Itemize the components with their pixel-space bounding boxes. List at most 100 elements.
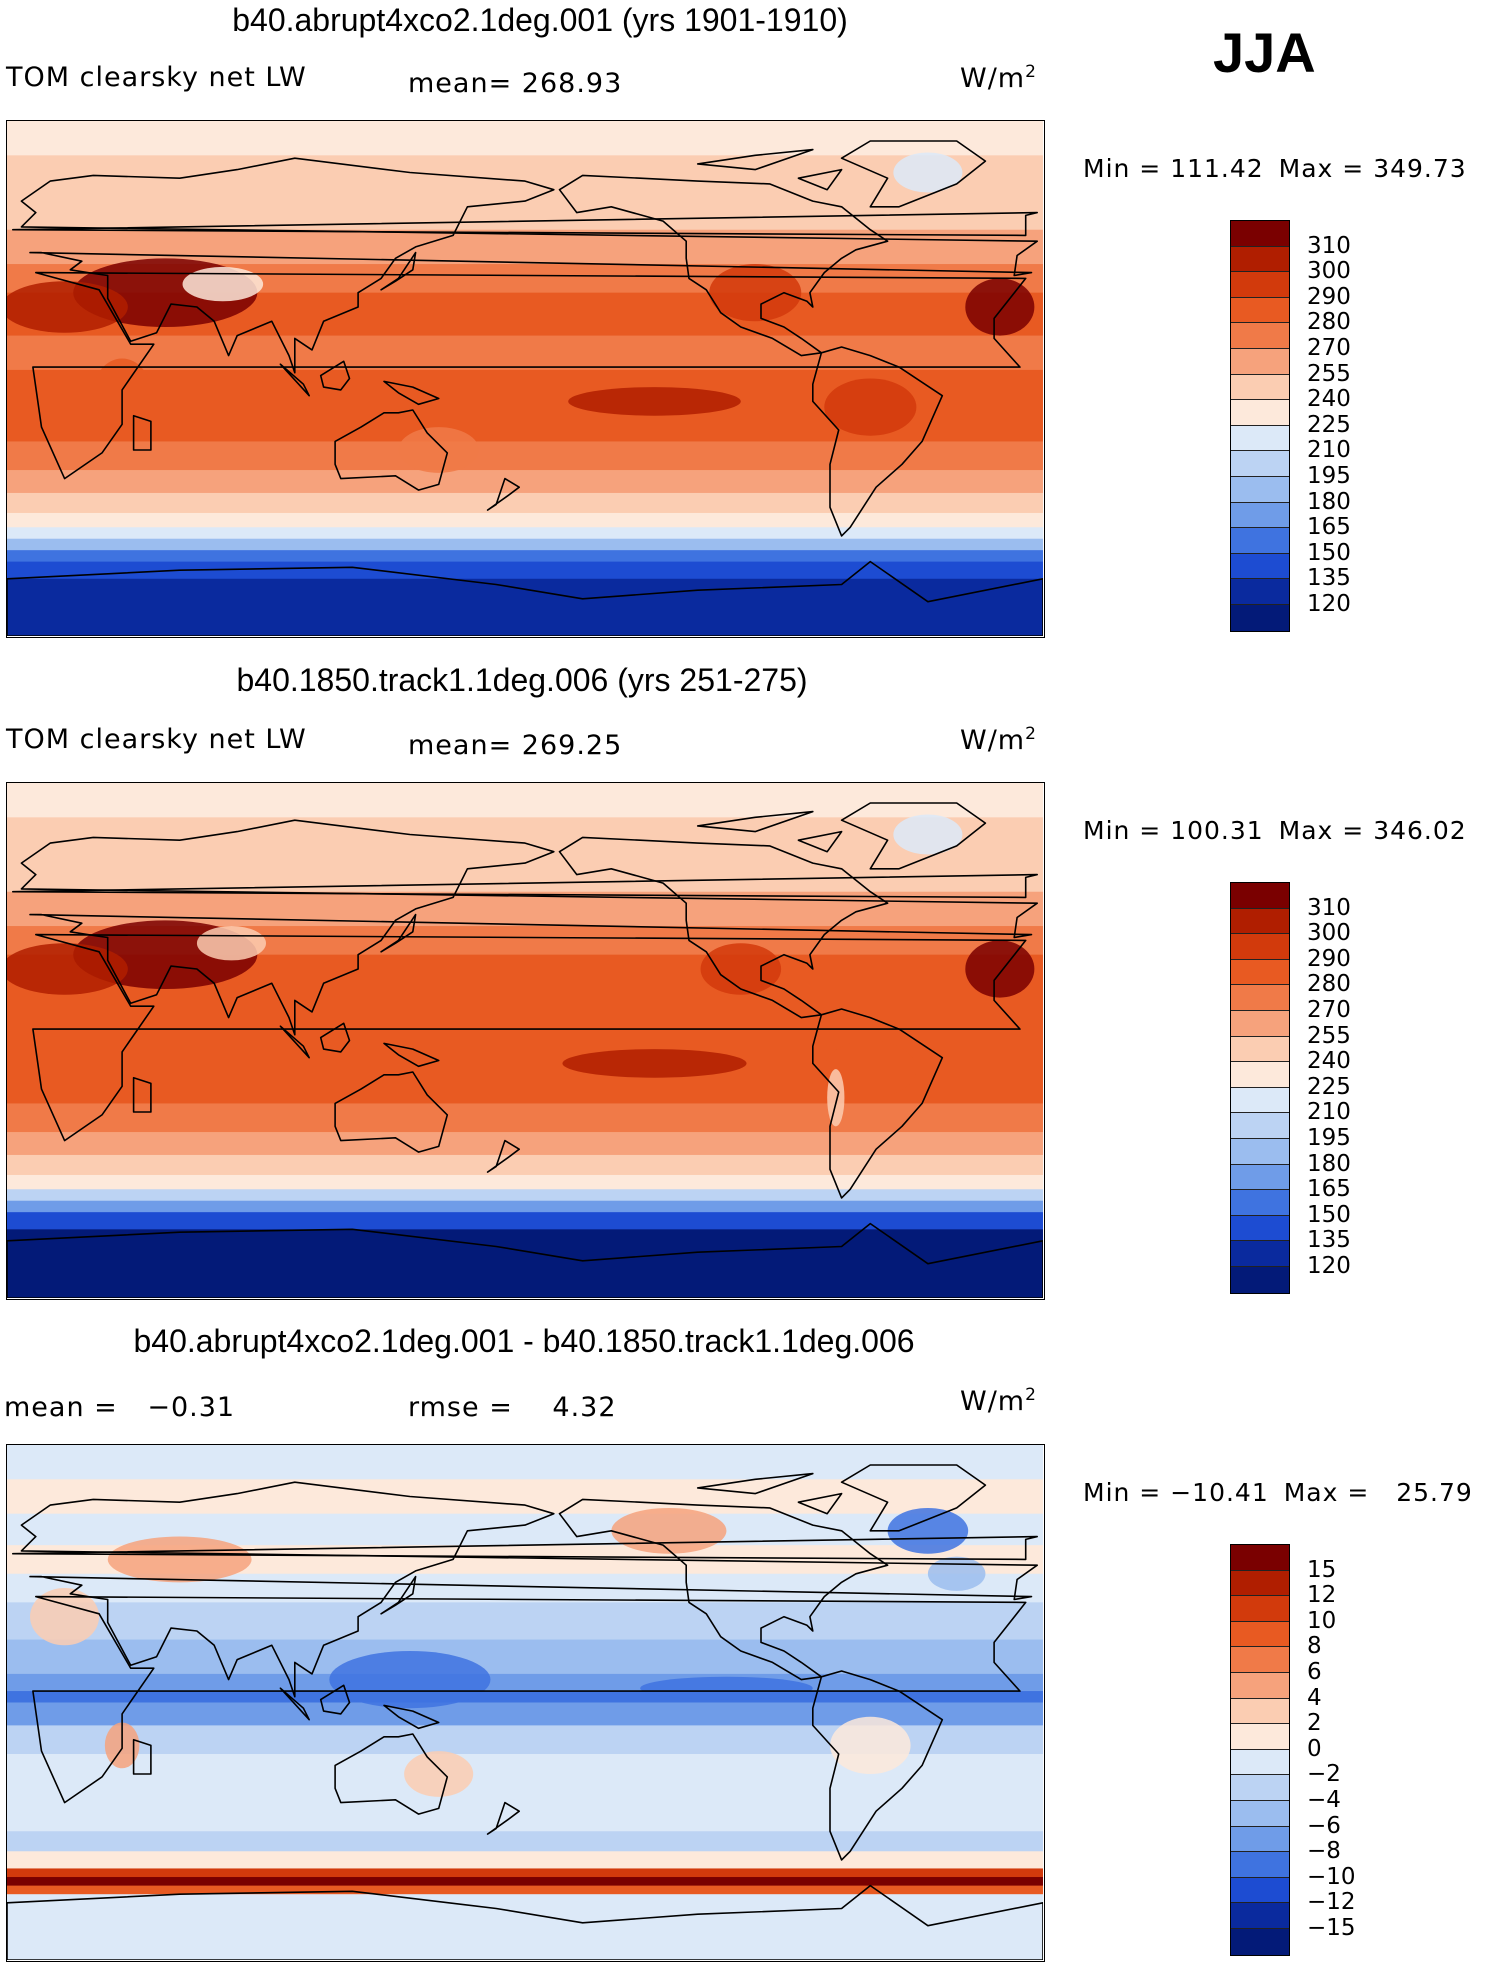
contour-band <box>7 1132 1043 1156</box>
contour-band <box>7 1212 1043 1230</box>
contour-band <box>7 1673 1043 1692</box>
colorbar-tick-label: 280 <box>1307 309 1351 336</box>
panel2-map <box>6 782 1045 1300</box>
colorbar-swatch <box>1231 1775 1289 1801</box>
colorbar-swatch <box>1231 1800 1289 1827</box>
colorbar-swatch <box>1231 246 1289 273</box>
panel3-max-label: Max = <box>1283 1478 1370 1507</box>
contour-region <box>965 278 1035 336</box>
panel1-units: W/m2 <box>960 62 1037 94</box>
panel1-mean: mean= 268.93 <box>408 68 622 99</box>
contour-band <box>7 561 1043 580</box>
contour-band <box>7 1639 1043 1675</box>
colorbar-swatch <box>1231 1036 1289 1063</box>
contour-band <box>7 997 1043 1033</box>
contour-band <box>7 492 1043 514</box>
colorbar-swatch <box>1231 1138 1289 1165</box>
colorbar-swatch <box>1231 1826 1289 1853</box>
panel2-min-label: Min = <box>1083 816 1162 845</box>
contour-band <box>7 1229 1043 1298</box>
colorbar-swatch <box>1231 908 1289 935</box>
colorbar-swatch <box>1231 1621 1289 1648</box>
colorbar-tick-label: 225 <box>1307 1073 1351 1100</box>
colorbar-tick-label: 120 <box>1307 1253 1351 1279</box>
colorbar-tick-label: 210 <box>1307 437 1351 464</box>
coastline <box>7 1884 1043 1960</box>
coastline <box>32 1595 1027 1804</box>
contour-band <box>7 783 1043 818</box>
colorbar-tick-label: 310 <box>1307 894 1351 921</box>
colorbar-swatch <box>1231 1698 1289 1725</box>
contour-band <box>7 1103 1043 1133</box>
colorbar-tick-label: 6 <box>1307 1659 1322 1685</box>
contour-band <box>7 1877 1043 1887</box>
panel1-title: b40.abrupt4xco2.1deg.001 (yrs 1901-1910) <box>232 2 848 38</box>
colorbar-tick-label: 8 <box>1307 1633 1322 1660</box>
contour-region <box>965 940 1035 998</box>
contour-band <box>7 335 1043 371</box>
panel1-colorbar <box>1230 220 1290 632</box>
panel3-colorbar <box>1230 1544 1290 1956</box>
coastline <box>12 873 1038 899</box>
colorbar-tick-label: 10 <box>1307 1607 1337 1634</box>
colorbar-tick-label: 300 <box>1307 920 1351 947</box>
colorbar-swatch <box>1231 1113 1289 1139</box>
panel1-min-label: Min = <box>1083 154 1162 183</box>
coastline <box>279 363 311 397</box>
colorbar-swatch <box>1231 604 1289 631</box>
colorbar-swatch <box>1231 1241 1289 1267</box>
colorbar-swatch <box>1231 1903 1289 1929</box>
contour-band <box>7 1894 1043 1960</box>
panel3-rmse-label: rmse = <box>408 1392 513 1423</box>
colorbar-swatch <box>1231 451 1289 477</box>
panel3-min-value: −10.41 <box>1170 1478 1269 1507</box>
panel3-mean-label: mean = <box>4 1392 118 1423</box>
coastline <box>32 271 1027 480</box>
colorbar-swatch <box>1231 1570 1289 1597</box>
contour-region <box>562 1049 747 1078</box>
contour-region <box>893 152 963 193</box>
panel1-map <box>6 120 1045 638</box>
colorbar-tick-label: −6 <box>1307 1812 1341 1839</box>
panel3-units: W/m2 <box>960 1385 1037 1417</box>
panel3-max-value: 25.79 <box>1396 1478 1473 1507</box>
coastline <box>558 836 889 1019</box>
contour-band <box>7 441 1043 471</box>
contour-band <box>7 1154 1043 1176</box>
coastline <box>811 346 944 537</box>
colorbar-swatch <box>1231 1215 1289 1242</box>
panel3-mean-value: −0.31 <box>147 1392 236 1423</box>
panel2-variable-label: TOM clearsky net LW <box>6 724 307 755</box>
colorbar-swatch <box>1231 934 1289 960</box>
contour-band <box>7 1702 1043 1726</box>
panel1-max-label: Max = <box>1278 154 1365 183</box>
colorbar-swatch <box>1231 425 1289 452</box>
colorbar-swatch <box>1231 1164 1289 1191</box>
coastline <box>486 1139 521 1173</box>
colorbar-tick-label: 180 <box>1307 488 1351 515</box>
coastline <box>840 140 987 208</box>
map-canvas <box>7 783 1043 1298</box>
panel2-min-value: 100.31 <box>1170 816 1264 845</box>
contour-region <box>107 1536 252 1583</box>
colorbar-tick-label: 255 <box>1307 1022 1351 1049</box>
colorbar-tick-label: 270 <box>1307 335 1351 361</box>
coastline <box>32 933 1027 1142</box>
coastline <box>132 1076 152 1113</box>
coastline <box>7 560 1043 636</box>
panel1-mean-value: 268.93 <box>521 68 623 99</box>
panel3-title: b40.abrupt4xco2.1deg.001 - b40.1850.trac… <box>133 1323 915 1359</box>
coastline <box>334 1071 449 1153</box>
coastline <box>319 360 351 391</box>
coastline <box>383 1042 440 1068</box>
panel3-minmax: Min = −10.41 Max = 25.79 <box>1083 1478 1473 1507</box>
contour-band <box>7 1200 1043 1213</box>
colorbar-swatch <box>1231 502 1289 529</box>
coastline <box>12 1535 1038 1561</box>
contour-band <box>7 512 1043 528</box>
contour-band <box>7 1851 1043 1870</box>
colorbar-tick-label: 12 <box>1307 1582 1337 1609</box>
contour-band <box>7 470 1043 494</box>
coastline <box>797 168 843 191</box>
colorbar-tick-label: −8 <box>1307 1838 1341 1865</box>
